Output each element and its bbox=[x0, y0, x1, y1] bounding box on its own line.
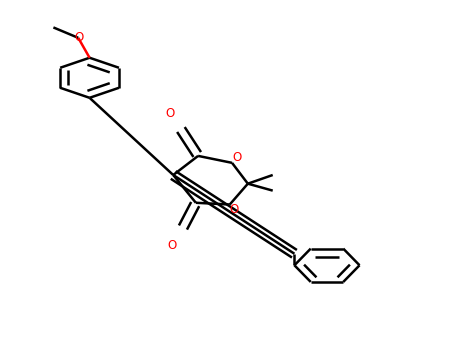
Text: O: O bbox=[75, 32, 84, 44]
Text: O: O bbox=[165, 107, 174, 120]
Text: O: O bbox=[232, 151, 241, 164]
Text: O: O bbox=[230, 203, 239, 216]
Text: O: O bbox=[168, 239, 177, 252]
